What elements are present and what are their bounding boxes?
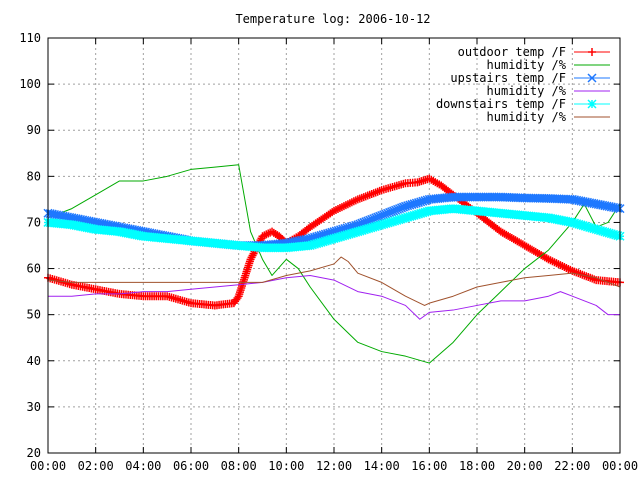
plot-frame [47, 37, 621, 454]
series-5 [47, 256, 621, 306]
x-tick-label: 00:00 [602, 459, 638, 473]
y-tick-label: 30 [27, 400, 41, 414]
series-markers [43, 192, 625, 251]
data-point [260, 231, 269, 240]
grid-lines [48, 38, 620, 453]
x-axis: 00:00 02:00 04:00 06:00 08:00 10:00 12:00 14:00… [30, 38, 638, 473]
legend-item: upstairs temp /F [450, 71, 610, 85]
data-point [258, 232, 267, 241]
x-tick-label: 16:00 [411, 459, 447, 473]
legend-item: humidity /% [487, 84, 610, 98]
series-markers [43, 204, 625, 253]
series-2 [43, 192, 625, 251]
x-tick-label: 20:00 [507, 459, 543, 473]
x-tick-label: 00:00 [30, 459, 66, 473]
data-point [262, 230, 271, 239]
x-tick-label: 04:00 [125, 459, 161, 473]
y-tick-label: 110 [19, 31, 41, 45]
series-line [47, 164, 621, 364]
y-tick-label: 80 [27, 169, 41, 183]
legend-label: humidity /% [487, 58, 567, 72]
y-tick-label: 20 [27, 446, 41, 460]
data-point [233, 293, 242, 302]
series-0 [44, 174, 624, 310]
x-tick-label: 22:00 [554, 459, 590, 473]
series-4 [43, 204, 625, 253]
x-tick-label: 06:00 [173, 459, 209, 473]
y-tick-label: 60 [27, 262, 41, 276]
legend-label: downstairs temp /F [436, 97, 566, 111]
legend-marker [587, 99, 597, 109]
y-tick-label: 90 [27, 123, 41, 137]
legend-item: humidity /% [487, 58, 610, 72]
series-1 [47, 164, 621, 364]
series-line [47, 256, 621, 306]
x-tick-label: 14:00 [364, 459, 400, 473]
legend-item: downstairs temp /F [436, 97, 610, 111]
series-line [48, 274, 620, 320]
legend-label: humidity /% [487, 110, 567, 124]
legend-item: outdoor temp /F [458, 45, 610, 59]
y-tick-label: 70 [27, 215, 41, 229]
series-markers [44, 174, 624, 310]
x-tick-label: 12:00 [316, 459, 352, 473]
series-3 [48, 274, 620, 320]
y-tick-label: 100 [19, 77, 41, 91]
series-layer [43, 164, 625, 364]
x-tick-label: 02:00 [78, 459, 114, 473]
y-tick-label: 50 [27, 308, 41, 322]
x-tick-label: 08:00 [221, 459, 257, 473]
x-tick-label: 10:00 [268, 459, 304, 473]
y-tick-label: 40 [27, 354, 41, 368]
legend-label: upstairs temp /F [450, 71, 566, 85]
legend-label: humidity /% [487, 84, 567, 98]
x-tick-label: 18:00 [459, 459, 495, 473]
legend-item: humidity /% [487, 110, 610, 124]
chart-title: Temperature log: 2006-10-12 [235, 12, 430, 26]
legend-marker [588, 48, 596, 56]
legend-label: outdoor temp /F [458, 45, 566, 59]
legend-marker [587, 73, 597, 83]
